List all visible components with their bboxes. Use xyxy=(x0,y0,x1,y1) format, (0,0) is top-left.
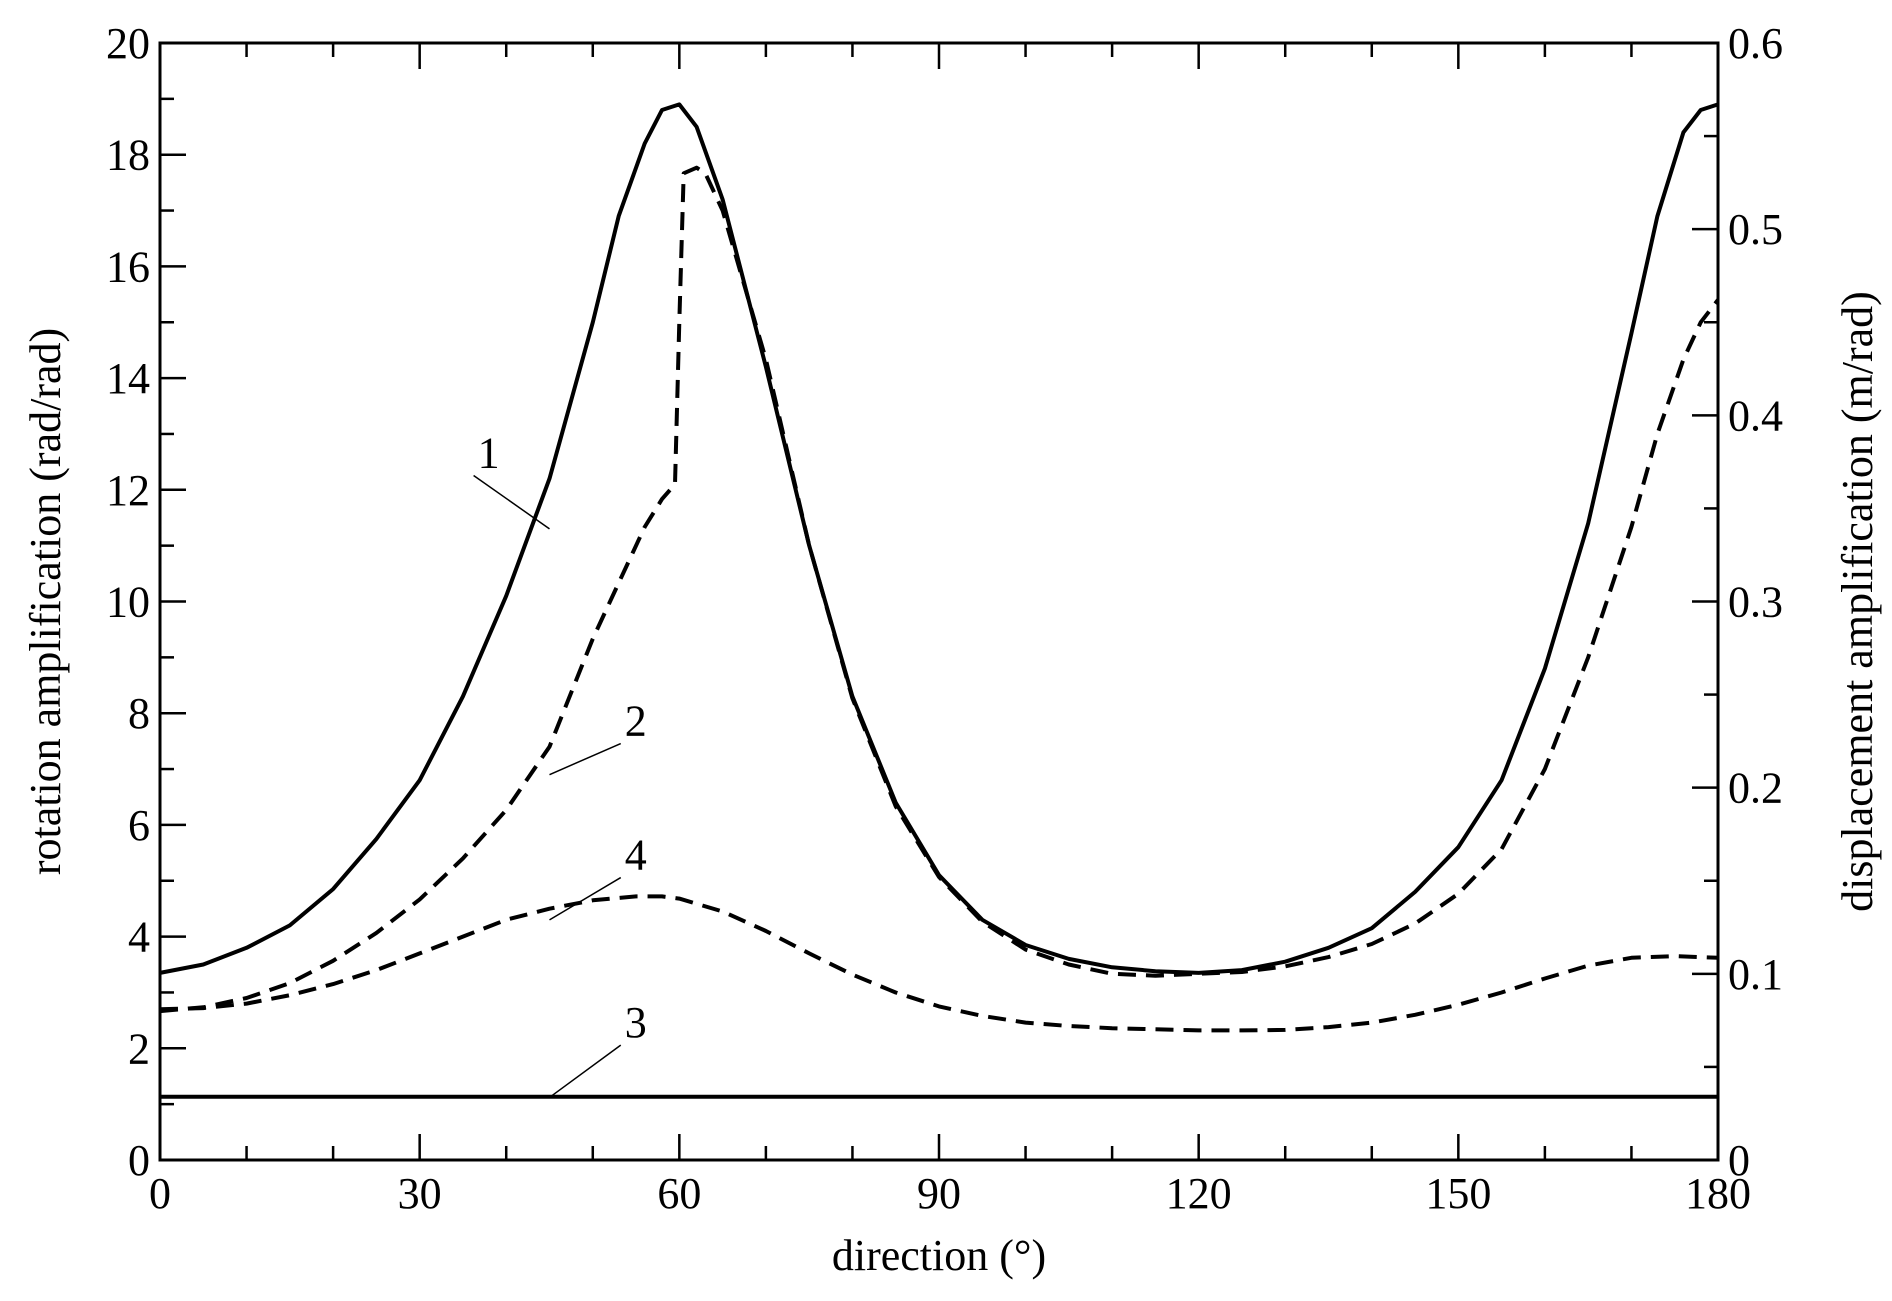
y-tick-label: 18 xyxy=(106,131,150,180)
series-3-label: 3 xyxy=(625,998,647,1047)
y2-tick-label: 0.3 xyxy=(1728,578,1783,627)
x-tick-label: 30 xyxy=(398,1169,442,1218)
y-axis-title: rotation amplification (rad/rad) xyxy=(21,328,70,875)
x-axis-title: direction (°) xyxy=(832,1231,1046,1280)
y-tick-label: 20 xyxy=(106,19,150,68)
x-tick-label: 150 xyxy=(1425,1169,1491,1218)
series-3-leader xyxy=(549,1044,622,1099)
series-4-label: 4 xyxy=(625,831,647,880)
y2-tick-label: 0.1 xyxy=(1728,950,1783,999)
x-tick-label: 180 xyxy=(1685,1169,1751,1218)
curves-layer xyxy=(159,102,1720,1099)
y2-tick-label: 0.4 xyxy=(1728,391,1783,440)
plot-frame xyxy=(158,41,1720,1162)
series-2-label: 2 xyxy=(625,697,647,746)
series-2-line xyxy=(159,165,1720,1014)
series-1-line xyxy=(159,102,1719,975)
x-tick-label: 120 xyxy=(1166,1169,1232,1218)
y2-axis-title: displacement amplification (m/rad) xyxy=(1833,291,1882,912)
x-tick-label: 0 xyxy=(149,1169,171,1218)
series-1-label: 1 xyxy=(478,428,500,477)
series-1-leader xyxy=(473,474,550,530)
y-tick-label: 16 xyxy=(106,242,150,291)
y-tick-label: 12 xyxy=(106,466,150,515)
series-4-leader xyxy=(549,876,622,921)
y-tick-label: 2 xyxy=(128,1024,150,1073)
y-tick-label: 14 xyxy=(106,354,150,403)
y2-tick-label: 0 xyxy=(1728,1136,1750,1185)
y-tick-label: 6 xyxy=(128,801,150,850)
series-4-line xyxy=(159,894,1719,1033)
y2-tick-label: 0.2 xyxy=(1728,764,1783,813)
x-tick-label: 60 xyxy=(657,1169,701,1218)
labels-layer: 0 30 60 90 120 150 1800246810121416182000.10.2… xyxy=(106,19,1783,1218)
series-2-leader xyxy=(549,742,622,776)
x-tick-label: 90 xyxy=(917,1169,961,1218)
y-tick-label: 10 xyxy=(106,578,150,627)
y2-tick-label: 0.6 xyxy=(1728,19,1783,68)
y-tick-label: 4 xyxy=(128,913,150,962)
y-tick-label: 0 xyxy=(128,1136,150,1185)
y-tick-label: 8 xyxy=(128,689,150,738)
y2-tick-label: 0.5 xyxy=(1728,205,1783,254)
